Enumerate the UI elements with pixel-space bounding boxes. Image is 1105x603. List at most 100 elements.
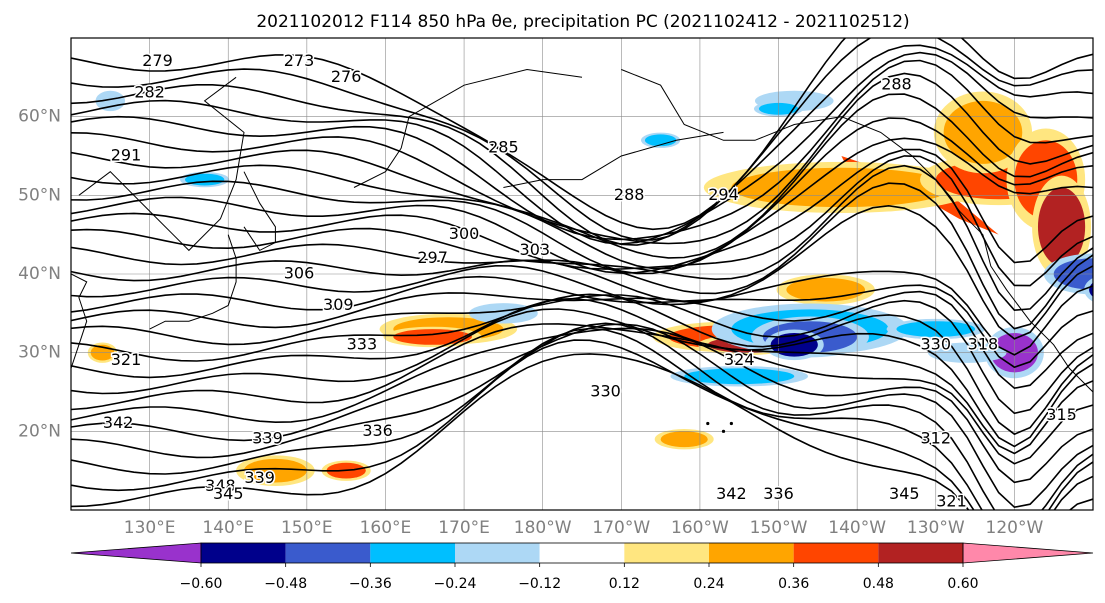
contour-label: 345 [213,484,244,503]
contour-label: 306 [284,264,315,283]
theta-e-contour-line [71,327,1093,484]
longitude-tick-label: 140°E [202,518,254,538]
precip-negative-halo [1084,277,1093,302]
longitude-tick-label: 170°E [438,518,490,538]
colorbar-segment [878,543,963,563]
contour-label: 294 [708,185,739,204]
precip-negative-area [644,134,677,147]
theta-e-contour-line [71,322,1093,510]
contour-label: 312 [920,429,951,448]
theta-e-contour-line [71,323,1093,465]
theta-e-contour-line [71,182,1093,330]
contour-label: 300 [449,224,480,243]
longitude-tick-label: 140°W [828,518,886,538]
coastline [353,68,583,188]
theta-e-contour-line [71,155,1093,287]
theta-e-contour-line [71,117,1093,270]
theta-e-contour-line [71,339,1093,510]
theta-e-contour-line [71,72,1093,245]
contour-label: 276 [331,67,362,86]
longitude-tick-label: 150°E [281,518,333,538]
colorbar-tick-label: 0.12 [609,576,640,592]
contour-label: 333 [347,334,378,353]
contour-label: 288 [881,75,912,94]
map-panel: 279 273 276 282 285 291 288 294 300 303 297 306 309 3… [70,37,1094,511]
coastline [149,234,237,330]
longitude-ticks: 130°E 140°E 150°E 160°E 170°E 180°W 170°W 160°W… [124,518,1044,538]
contour-label: 288 [614,185,645,204]
contour-label: 303 [520,240,551,259]
contour-label: 321 [936,492,967,511]
theta-e-contour-line [71,59,1093,241]
contour-label: 336 [763,484,794,503]
colorbar-segment [370,543,455,563]
latitude-tick-label: 40°N [18,264,61,284]
colorbar-segment [285,543,371,563]
island-outline [729,421,733,426]
contour-label: 348 [205,476,236,495]
theta-e-contour-line [71,308,1093,455]
coastline [621,69,1093,393]
colorbar-frame [200,542,964,564]
precip-positive-area [660,431,708,448]
theta-e-contours-layer [71,38,1093,510]
colorbar-tick-label: 0.60 [947,576,978,592]
latitude-tick-label: 30°N [18,343,61,363]
theta-e-contour-line [71,327,1093,510]
latitude-ticks: 20°N 30°N 40°N 50°N 60°N [18,107,61,442]
gridlines-layer [71,38,1093,510]
colorbar-tick-label: 0.48 [863,576,894,592]
colorbar-segment [624,543,709,563]
coastline [78,76,245,252]
longitude-tick-label: 170°W [592,518,650,538]
colorbar-tick-label: 0.24 [693,576,724,592]
theta-e-contour-line [71,297,1093,448]
contour-label: 273 [284,51,315,70]
chart-title: 2021102012 F114 850 hPa θe, precipitatio… [256,12,909,32]
contour-label: 318 [968,334,999,353]
theta-e-contour-line [71,294,1093,415]
theta-e-contour-line [71,38,1093,241]
contour-label: 330 [590,382,621,401]
colorbar-tick-label: −0.36 [349,576,392,592]
contour-label: 279 [142,51,173,70]
precip-positive-area [243,458,307,483]
island-outline [706,421,710,426]
theta-e-contour-line [71,264,1093,356]
colorbar-segment [201,543,286,563]
coastline [71,273,88,370]
precip-positive-area [393,329,472,345]
theta-e-contour-line [71,137,1093,275]
contour-label: 297 [417,248,448,267]
contour-label: 345 [889,484,920,503]
latitude-tick-label: 50°N [18,185,61,205]
contour-label: 339 [244,468,275,487]
coastline [503,131,724,188]
contour-label: 321 [111,350,142,369]
contour-label: 339 [252,429,283,448]
colorbar-extend-low [70,542,202,564]
coastline-layer [71,68,1093,433]
longitude-tick-label: 150°W [750,518,808,538]
theta-e-contour-line [71,323,1093,509]
longitude-tick-label: 180°W [514,518,572,538]
precip-positive-area [1037,187,1086,267]
contour-label: 330 [920,334,951,353]
contour-label: 336 [362,421,393,440]
contour-label: 309 [323,295,354,314]
colorbar-segment [709,543,794,563]
contour-label: 315 [1046,405,1077,424]
colorbar-extend-high [962,542,1094,564]
precip-negative-area [684,368,795,385]
theta-e-contour-line [71,38,1093,231]
colorbar-segment [793,543,879,563]
colorbar-tick-label: −0.24 [434,576,477,592]
theta-e-contour-line [71,293,1093,436]
coastline [243,171,276,252]
contour-label: 285 [488,138,519,157]
theta-e-contour-line [71,204,1093,340]
colorbar-segment [539,543,625,563]
contour-label: 291 [111,146,142,165]
colorbar-segment [455,543,540,563]
